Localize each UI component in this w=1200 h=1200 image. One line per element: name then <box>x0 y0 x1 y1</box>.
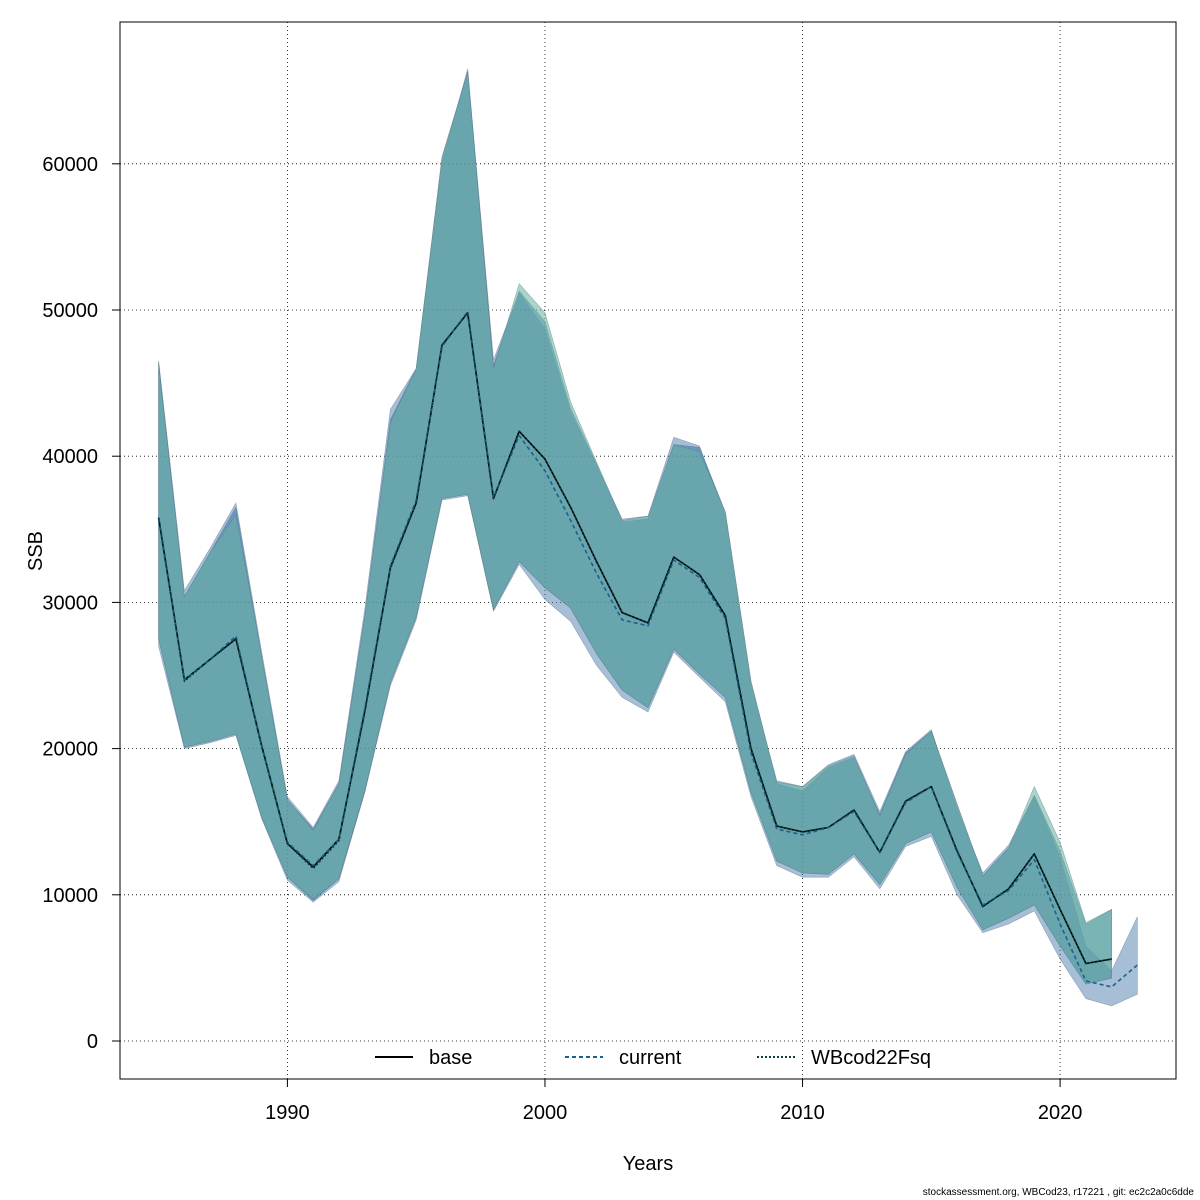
ci-band-WBcod22Fsq <box>158 71 1112 985</box>
legend-label-WBcod22Fsq: WBcod22Fsq <box>811 1047 931 1069</box>
y-tick-label: 60000 <box>42 154 98 176</box>
footer-caption: stockassessment.org, WBCod23, r17221 , g… <box>922 1187 1194 1198</box>
x-tick-label: 2010 <box>780 1102 825 1124</box>
y-tick-label: 40000 <box>42 446 98 468</box>
series-line-WBcod22Fsq <box>157 312 1112 965</box>
y-tick-label: 30000 <box>42 592 98 614</box>
x-tick-label: 1990 <box>265 1102 310 1124</box>
series-lines <box>157 310 1138 988</box>
y-axis-title: SSB <box>25 531 47 571</box>
y-axis: 0 10000 20000 30000 40000 50000 60000 <box>42 154 120 1053</box>
y-tick-label: 10000 <box>42 885 98 907</box>
y-tick-label: 50000 <box>42 300 98 322</box>
y-tick-label: 20000 <box>42 739 98 761</box>
legend: base current WBcod22Fsq <box>375 1047 931 1069</box>
legend-label-base: base <box>429 1047 472 1069</box>
x-axis-title: Years <box>623 1153 673 1175</box>
x-tick-label: 2020 <box>1038 1102 1083 1124</box>
plot-frame <box>119 21 1177 1080</box>
y-tick-label: 0 <box>87 1031 98 1053</box>
x-axis: 1990 2000 2010 2020 <box>265 1079 1082 1124</box>
legend-label-current: current <box>619 1047 682 1069</box>
confidence-bands <box>158 68 1138 1007</box>
x-tick-label: 2000 <box>523 1102 568 1124</box>
